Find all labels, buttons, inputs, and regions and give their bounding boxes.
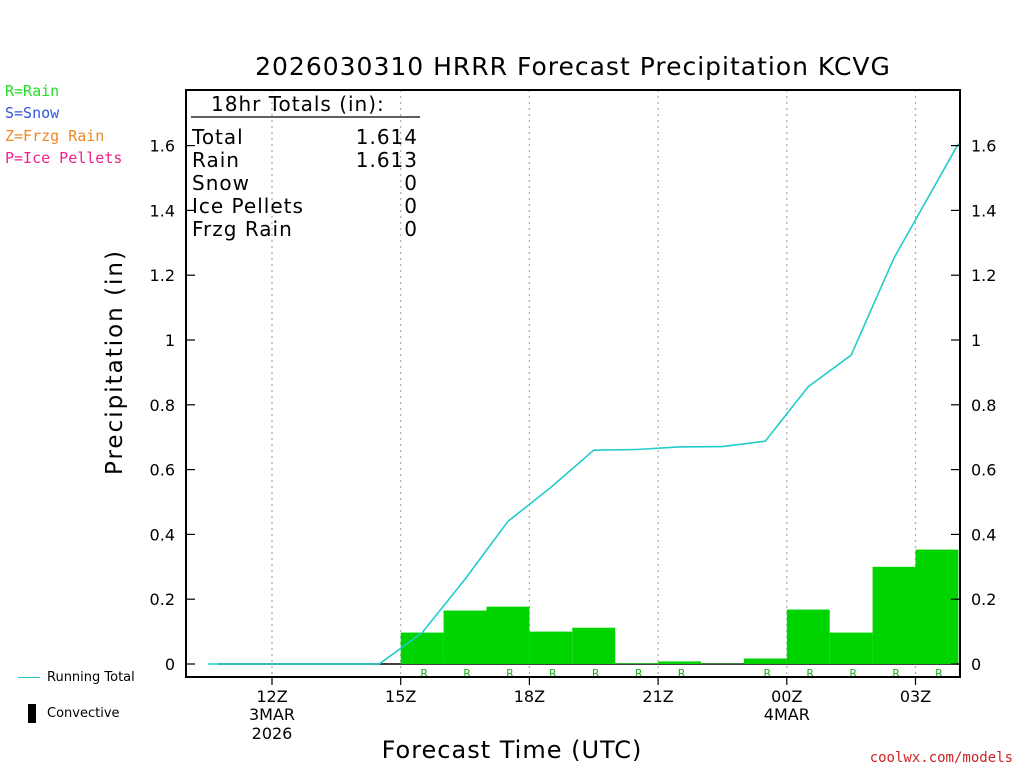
precip-type-marker: R	[463, 667, 471, 680]
legend-ice-pellets: P=Ice Pellets	[5, 149, 123, 167]
precip-type-marker: R	[849, 667, 857, 680]
totals-label-total: Total	[191, 125, 244, 149]
precip-bar	[615, 663, 659, 664]
grid-layer	[218, 90, 960, 677]
precip-bar	[658, 661, 701, 664]
precip-type-marker: R	[764, 667, 772, 680]
convective-swatch	[28, 704, 36, 723]
precip-bar	[443, 610, 487, 664]
y-tick-label-left: 0.6	[150, 461, 175, 480]
running-total-line	[207, 143, 960, 665]
y-tick-label-right: 1	[971, 331, 981, 350]
x-tick-label: 21Z	[642, 687, 673, 706]
y-tick-label-right: 0.2	[971, 590, 996, 609]
totals-value-ice-pellets: 0	[404, 194, 418, 218]
legend-rain: R=Rain	[5, 82, 60, 100]
y-tick-label-right: 1.4	[971, 201, 996, 220]
y-tick-label-right: 0	[971, 655, 981, 674]
y-tick-label-right: 0.8	[971, 396, 996, 415]
legend-frzg-rain: Z=Frzg Rain	[5, 127, 105, 145]
precip-bar	[529, 631, 573, 664]
precip-type-marker: R	[506, 667, 514, 680]
running-total-legend: Running Total	[47, 670, 135, 685]
precip-bar	[915, 549, 959, 664]
precip-type-marker: R	[549, 667, 557, 680]
precip-type-marker: R	[420, 667, 428, 680]
precip-type-marker: R	[892, 667, 900, 680]
precip-type-marker: R	[678, 667, 686, 680]
bars-layer	[400, 549, 959, 664]
y-tick-label-left: 0	[165, 655, 175, 674]
y-tick-label-left: 0.8	[150, 396, 175, 415]
convective-legend: Convective	[47, 706, 120, 721]
precip-bar	[486, 606, 530, 664]
credit-text: coolwx.com/models	[870, 750, 1013, 766]
precip-bar	[400, 632, 444, 664]
totals-label-frzg-rain: Frzg Rain	[192, 217, 293, 241]
x-tick-sublabel: 4MAR	[764, 705, 810, 724]
precip-type-marker: R	[635, 667, 643, 680]
running-total-layer	[207, 143, 960, 665]
x-tick-sublabel: 2026	[252, 724, 293, 743]
y-tick-label-right: 0.4	[971, 525, 996, 544]
x-tick-label: 00Z	[771, 687, 802, 706]
precip-bar	[829, 632, 873, 664]
precip-bar	[572, 627, 616, 664]
x-tick-label: 15Z	[385, 687, 416, 706]
totals-label-ice-pellets: Ice Pellets	[192, 194, 304, 218]
y-tick-label-right: 1.2	[971, 266, 996, 285]
chart-title: 2026030310 HRRR Forecast Precipitation K…	[255, 52, 891, 81]
legend-snow: S=Snow	[5, 104, 60, 122]
precip-bar	[743, 658, 787, 664]
x-tick-label: 18Z	[514, 687, 545, 706]
running-total-swatch	[18, 677, 40, 678]
precip-type-marker: R	[935, 667, 943, 680]
y-tick-label-right: 0.6	[971, 461, 996, 480]
totals-value-snow: 0	[404, 171, 418, 195]
totals-value-rain: 1.613	[356, 148, 418, 172]
precip-bar	[872, 566, 916, 664]
precip-type-marker: R	[592, 667, 600, 680]
x-tick-label: 03Z	[900, 687, 931, 706]
x-tick-label: 12Z	[256, 687, 287, 706]
plot-frame	[185, 89, 961, 678]
precip-type-marker: R	[806, 667, 814, 680]
y-tick-label-left: 1.6	[150, 137, 175, 156]
totals-label-rain: Rain	[192, 148, 240, 172]
precip-bar	[786, 609, 830, 664]
y-tick-label-left: 1.4	[150, 201, 175, 220]
x-tick-sublabel: 3MAR	[249, 705, 295, 724]
totals-header: 18hr Totals (in):	[211, 92, 385, 116]
y-tick-label-left: 1.2	[150, 266, 175, 285]
totals-label-snow: Snow	[192, 171, 250, 195]
totals-value-frzg-rain: 0	[404, 217, 418, 241]
y-tick-label-left: 0.4	[150, 525, 175, 544]
y-axis-label: Precipitation (in)	[102, 249, 128, 475]
x-axis-label: Forecast Time (UTC)	[382, 736, 643, 764]
y-tick-label-right: 1.6	[971, 137, 996, 156]
y-tick-label-left: 0.2	[150, 590, 175, 609]
totals-value-total: 1.614	[356, 125, 418, 149]
y-tick-label-left: 1	[165, 331, 175, 350]
